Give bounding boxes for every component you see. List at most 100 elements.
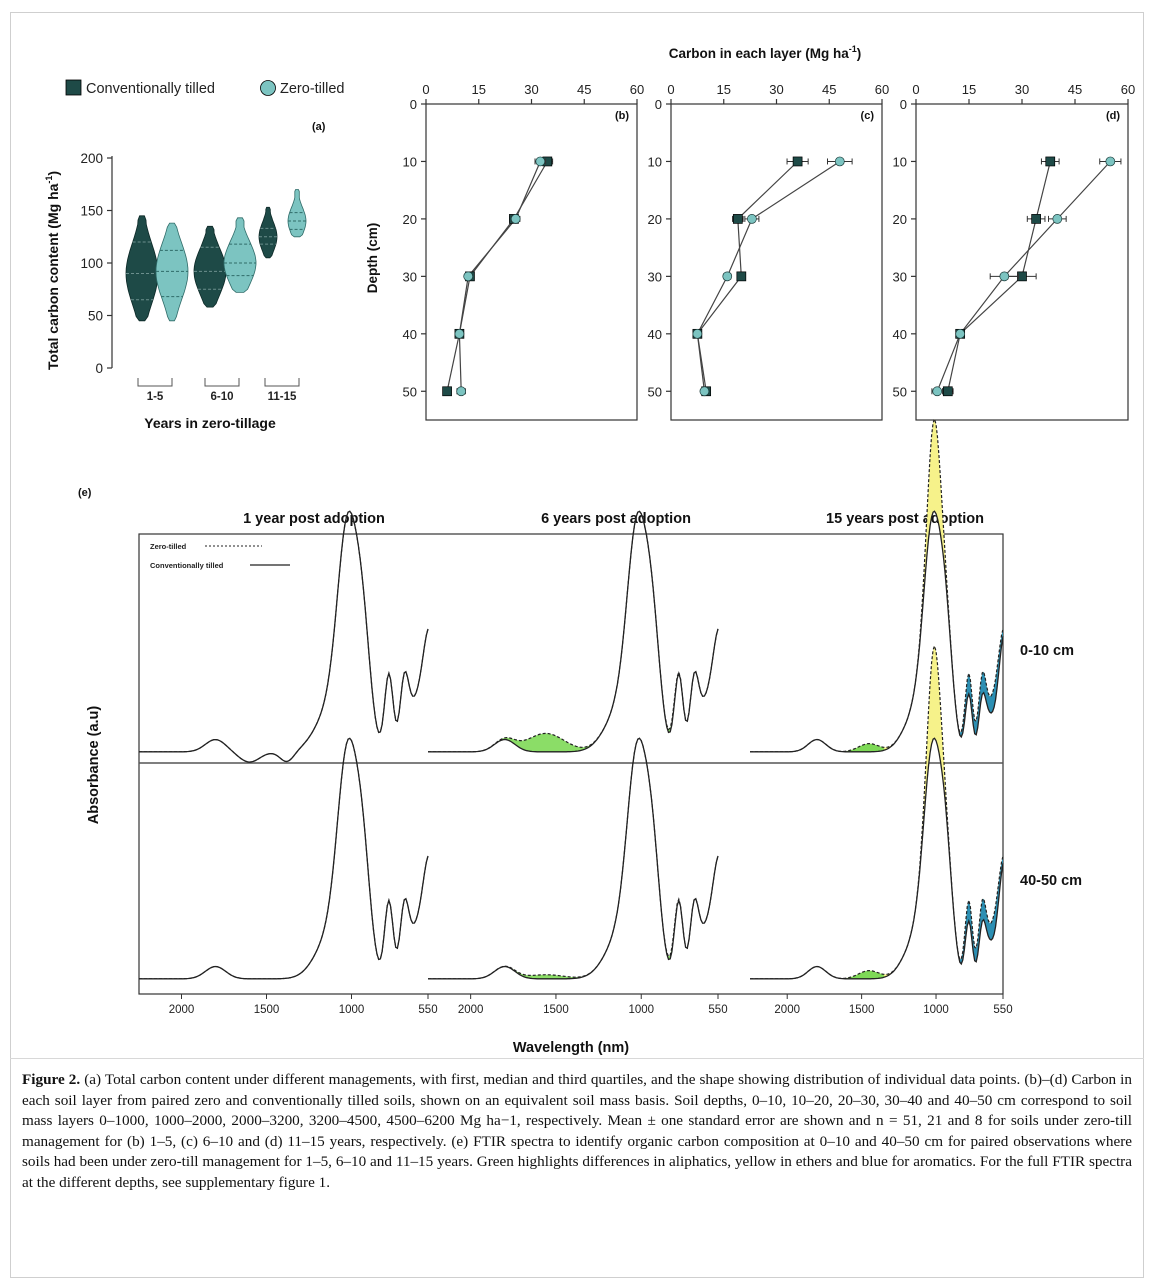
ftir-row-label-1: 0-10 cm	[1020, 643, 1074, 659]
panels-b-c-d: Carbon in each layer (Mg ha-1) Depth (cm…	[365, 44, 1135, 421]
panel-a-group-label: 6-10	[210, 391, 233, 403]
panel-a-group-bracket	[264, 378, 300, 387]
ftir-zero-line	[750, 644, 1004, 980]
depth-xtick-label: 60	[875, 82, 889, 97]
point-zero	[1052, 214, 1063, 224]
panel-a-label: (a)	[312, 121, 326, 133]
depth-xtick-label: 0	[667, 82, 674, 97]
ftir-conventional-line	[750, 737, 1004, 980]
depth-ytick-label: 10	[403, 154, 417, 169]
legend-label-conventional: Conventionally tilled	[86, 81, 215, 97]
ftir-xtick-label: 550	[993, 1004, 1012, 1016]
depth-xtick-label: 15	[962, 82, 976, 97]
depth-xtick-label: 30	[769, 82, 783, 97]
ftir-xtick-label: 1500	[849, 1004, 875, 1016]
depth-ytick-label: 40	[648, 327, 662, 342]
violin-conventional-1-5	[125, 215, 159, 322]
panel-e-title-1: 1 year post adoption	[243, 511, 385, 527]
violin-zero-6-10	[223, 217, 257, 293]
point-zero	[999, 271, 1010, 282]
ftir-ether-fill	[750, 419, 1003, 752]
point-zero	[535, 156, 546, 167]
panel-a-group-label: 1-5	[147, 391, 164, 403]
depth-ytick-label: 30	[648, 269, 662, 284]
depth-xtick-label: 45	[822, 82, 836, 97]
depth-xtick-label: 15	[472, 82, 486, 97]
depth-ytick-label: 30	[893, 269, 907, 284]
point-zero	[456, 386, 467, 397]
caption-text: (a) Total carbon content under different…	[22, 1071, 1132, 1191]
depth-ytick-label: 50	[893, 384, 907, 399]
ftir-frame	[138, 533, 1004, 995]
depth-plots: 0 15 30 45 60 0 10 20 30 40 50 (b) 0 15 30 45 60 0 10 20 30 4…	[403, 82, 1135, 421]
depth-ytick-label: 0	[655, 97, 662, 112]
depth-ytick-label: 0	[900, 97, 907, 112]
point-conventional	[442, 386, 452, 397]
ftir-conventional-line	[428, 510, 719, 753]
point-zero	[932, 386, 943, 397]
ftir-xtick-label: 1000	[628, 1004, 654, 1016]
ftir-xlabel: Wavelength (nm)	[513, 1040, 629, 1056]
figure-number: Figure 2.	[22, 1071, 81, 1088]
depth-plot-frame	[915, 103, 1129, 421]
point-zero	[463, 271, 474, 282]
ftir-xtick-label: 550	[708, 1004, 727, 1016]
ftir-spectra: 2000 1500 1000 550 2000 1500 1000 550 2000 1500 10…	[139, 417, 1013, 1016]
depth-ytick-label: 20	[403, 212, 417, 227]
ftir-xtick-label: 1000	[339, 1004, 365, 1016]
ftir-row-label-2: 40-50 cm	[1020, 873, 1082, 889]
ftir-xtick-label: 1500	[254, 1004, 280, 1016]
depth-xtick-label: 15	[717, 82, 731, 97]
ftir-aromatic-fill	[950, 628, 1003, 737]
point-zero	[955, 328, 966, 339]
ftir-xtick-label: 1000	[923, 1004, 949, 1016]
depth-xtick-label: 30	[1015, 82, 1029, 97]
ftir-aliphatic-fill	[846, 743, 884, 752]
depth-panel-label: (b)	[615, 110, 629, 122]
depth-ytick-label: 10	[648, 154, 662, 169]
point-conventional	[1045, 156, 1056, 167]
depth-xtick-label: 45	[1068, 82, 1082, 97]
ftir-conventional-line	[428, 737, 719, 980]
panels-bcd-title: Carbon in each layer (Mg ha-1)	[669, 44, 862, 61]
panel-a-ytick-label: 100	[80, 256, 103, 271]
violin-zero-1-5	[155, 222, 189, 322]
panel-a: Conventionally tilled Zero-tilled (a) To…	[44, 79, 344, 431]
point-zero	[1105, 156, 1116, 167]
depth-xtick-label: 60	[630, 82, 644, 97]
panel-a-xlabel: Years in zero-tillage	[144, 415, 276, 431]
violin-zero-11-15	[287, 189, 307, 238]
panel-a-ytick-label: 50	[88, 309, 103, 324]
panel-a-group-label: 11-15	[268, 391, 297, 403]
depth-ytick-label: 50	[403, 384, 417, 399]
panel-a-violins	[125, 189, 307, 322]
legend-swatch-zero	[260, 80, 276, 96]
ftir-aromatic-fill	[950, 855, 1003, 964]
figure-caption: Figure 2. (a) Total carbon content under…	[22, 1070, 1132, 1193]
panel-e-label: (e)	[78, 487, 92, 499]
ftir-xtick-label: 550	[418, 1004, 437, 1016]
ftir-zero-line	[428, 510, 719, 753]
depth-series-line	[696, 161, 799, 392]
ftir-legend-zero: Zero-tilled	[150, 542, 187, 551]
depth-xtick-label: 0	[912, 82, 919, 97]
depth-ytick-label: 50	[648, 384, 662, 399]
depth-panel-label: (d)	[1106, 110, 1120, 122]
point-zero	[834, 156, 845, 167]
ftir-xtick-label: 2000	[458, 1004, 484, 1016]
ftir-zero-line	[750, 417, 1004, 753]
depth-ytick-label: 0	[410, 97, 417, 112]
depth-ytick-label: 20	[893, 212, 907, 227]
depth-panel-label: (c)	[861, 110, 875, 122]
point-conventional	[792, 156, 803, 167]
panel-a-ylabel: Total carbon content (Mg ha-1)	[44, 171, 61, 370]
violin-conventional-6-10	[193, 225, 227, 308]
figure-frame	[10, 12, 1144, 1278]
legend-swatch-conventional	[65, 79, 82, 96]
ftir-zero-line	[139, 737, 429, 980]
ftir-aliphatic-fill	[428, 511, 718, 752]
point-zero	[692, 328, 703, 339]
panel-e-title-3: 15 years post adoption	[826, 511, 984, 527]
ftir-legend-conv: Conventionally tilled	[150, 561, 224, 570]
point-conventional	[732, 214, 743, 224]
